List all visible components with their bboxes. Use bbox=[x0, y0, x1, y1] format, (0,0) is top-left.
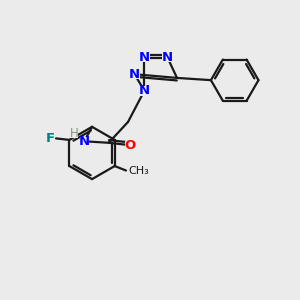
Bar bbox=[80, 137, 89, 146]
Bar bbox=[129, 70, 140, 79]
Bar bbox=[70, 130, 78, 138]
Text: N: N bbox=[79, 135, 90, 148]
Text: N: N bbox=[129, 68, 140, 81]
Text: O: O bbox=[124, 139, 136, 152]
Text: N: N bbox=[162, 51, 173, 64]
Bar bbox=[46, 134, 55, 142]
Text: N: N bbox=[139, 84, 150, 97]
Bar bbox=[139, 53, 150, 62]
Bar bbox=[130, 166, 147, 175]
Text: CH₃: CH₃ bbox=[128, 166, 149, 176]
Text: F: F bbox=[46, 132, 55, 145]
Bar bbox=[162, 53, 173, 62]
Text: N: N bbox=[139, 51, 150, 64]
Bar bbox=[139, 86, 150, 95]
Bar bbox=[125, 141, 135, 150]
Text: H: H bbox=[70, 128, 78, 140]
